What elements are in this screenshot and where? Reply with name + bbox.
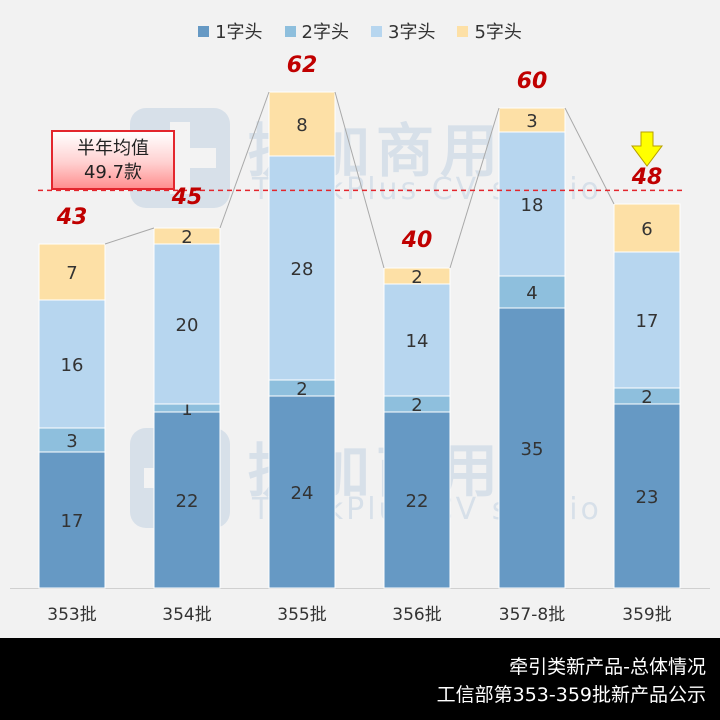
segment-label: 16 bbox=[61, 355, 84, 376]
x-tick-label: 356批 bbox=[392, 605, 441, 625]
footer-title: 牵引类新产品-总体情况 bbox=[509, 656, 706, 678]
segment-label: 17 bbox=[636, 311, 659, 332]
segment-label: 20 bbox=[176, 315, 199, 336]
x-tick-label: 357-8批 bbox=[499, 605, 565, 625]
bar-segment-5-4 bbox=[498, 107, 566, 133]
total-label: 40 bbox=[401, 228, 433, 253]
segment-label: 3 bbox=[526, 111, 537, 132]
legend-swatch bbox=[371, 25, 382, 37]
total-label: 48 bbox=[631, 165, 663, 190]
legend-item-4: 5字头 bbox=[457, 18, 522, 44]
segment-label: 2 bbox=[296, 379, 307, 400]
segment-label: 7 bbox=[66, 263, 77, 284]
bar-segment-5-2 bbox=[498, 275, 566, 309]
bar-segment-3-3 bbox=[268, 155, 336, 381]
segment-label: 2 bbox=[411, 395, 422, 416]
average-label-line1: 半年均值 bbox=[77, 138, 149, 159]
connector-line bbox=[334, 91, 385, 269]
stacked-bar-chart: 173167353批221202354批242288355批222142356批… bbox=[10, 53, 710, 625]
segment-label: 14 bbox=[406, 331, 429, 352]
bar-segment-4-3 bbox=[383, 283, 451, 397]
legend: 1字头 2字头 3字头 5字头 bbox=[0, 18, 720, 44]
connector-line bbox=[104, 227, 155, 245]
total-label: 43 bbox=[56, 205, 88, 230]
down-arrow-icon bbox=[631, 131, 663, 167]
average-label-line2: 49.7款 bbox=[83, 162, 143, 183]
segment-label: 3 bbox=[66, 431, 77, 452]
footer-bar: 牵引类新产品-总体情况 工信部第353-359批新产品公示 bbox=[0, 638, 720, 720]
segment-label: 2 bbox=[411, 267, 422, 288]
bar-segment-5-3 bbox=[498, 131, 566, 277]
bar-segment-5-1 bbox=[498, 307, 566, 589]
bar-segment-1-2 bbox=[38, 427, 106, 453]
legend-item-2: 2字头 bbox=[284, 18, 349, 44]
bar-segment-6-3 bbox=[613, 251, 681, 389]
segment-label: 18 bbox=[521, 195, 544, 216]
bar-segment-2-3 bbox=[153, 243, 221, 405]
bar-segment-1-3 bbox=[38, 299, 106, 429]
segment-label: 28 bbox=[291, 259, 314, 280]
total-label: 62 bbox=[287, 53, 318, 78]
legend-label: 2字头 bbox=[301, 22, 349, 43]
connector-line bbox=[564, 107, 615, 205]
x-tick-label: 354批 bbox=[162, 605, 211, 625]
bar-segment-3-4 bbox=[268, 91, 336, 157]
legend-label: 3字头 bbox=[388, 22, 436, 43]
legend-item-3: 3字头 bbox=[371, 18, 435, 44]
bar-segment-4-4 bbox=[383, 267, 451, 285]
segment-label: 22 bbox=[176, 491, 199, 512]
connector-line bbox=[449, 107, 500, 269]
total-label: 60 bbox=[517, 69, 548, 94]
segment-label: 2 bbox=[641, 387, 652, 408]
segment-label: 35 bbox=[521, 439, 544, 460]
segment-label: 4 bbox=[526, 283, 537, 304]
legend-swatch bbox=[284, 25, 296, 37]
total-label: 45 bbox=[171, 185, 203, 210]
x-tick-label: 359批 bbox=[622, 605, 671, 625]
segment-label: 2 bbox=[181, 227, 192, 248]
legend-swatch bbox=[457, 25, 469, 37]
segment-label: 23 bbox=[636, 487, 659, 508]
bar-segment-1-1 bbox=[38, 451, 106, 589]
bar-segment-4-1 bbox=[383, 411, 451, 589]
segment-label: 1 bbox=[181, 399, 192, 420]
connector-line bbox=[219, 91, 270, 229]
bar-segment-6-1 bbox=[613, 403, 681, 589]
segment-label: 6 bbox=[641, 219, 652, 240]
legend-label: 1字头 bbox=[215, 22, 263, 43]
bar-segment-6-4 bbox=[613, 203, 681, 253]
x-tick-label: 355批 bbox=[277, 605, 326, 625]
segment-label: 24 bbox=[291, 483, 314, 504]
legend-label: 5字头 bbox=[474, 22, 522, 43]
x-tick-label: 353批 bbox=[47, 605, 96, 625]
segment-label: 22 bbox=[406, 491, 429, 512]
legend-swatch bbox=[198, 25, 210, 37]
bar-segment-2-4 bbox=[153, 227, 221, 245]
average-callout: 半年均值 49.7款 bbox=[51, 130, 175, 190]
segment-label: 17 bbox=[61, 511, 84, 532]
bar-segment-1-4 bbox=[38, 243, 106, 301]
bar-segment-3-1 bbox=[268, 395, 336, 589]
segment-label: 8 bbox=[296, 115, 307, 136]
legend-item-1: 1字头 bbox=[198, 18, 263, 44]
footer-subtitle: 工信部第353-359批新产品公示 bbox=[436, 684, 706, 706]
